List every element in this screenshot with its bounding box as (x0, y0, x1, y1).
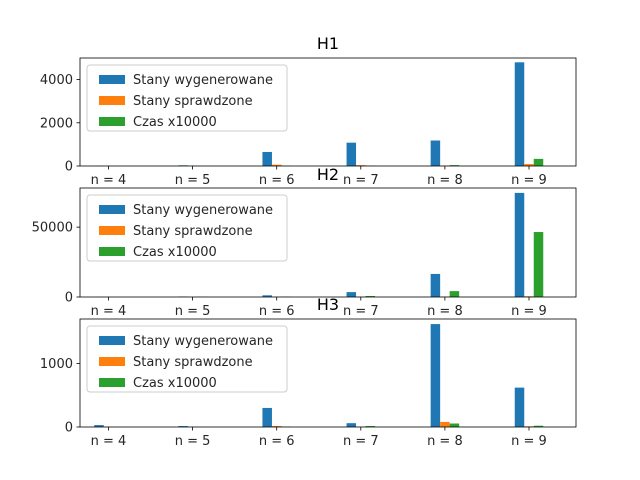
bar-stany-wygenerowane-n-6 (262, 407, 272, 427)
legend-box (86, 325, 288, 393)
x-axis-ticks: n = 4 n = 5 n = 6 n = 7 n = 8 n = 9 (91, 427, 547, 449)
y-tick-label: 50000 (32, 221, 73, 236)
legend-swatch-czas-x10000 (99, 247, 125, 256)
x-axis-ticks: n = 4 n = 5 n = 6 n = 7 n = 8 n = 9 (91, 297, 547, 319)
bar-czas-x10000-n-8 (449, 165, 460, 166)
bar-czas-x10000-n-7 (365, 426, 376, 427)
bar-czas-x10000-n-9 (533, 425, 544, 427)
plot-frame (79, 57, 577, 167)
legend-label: Stany sprawdzone (133, 94, 253, 109)
x-tick-label: n = 5 (175, 304, 211, 319)
x-tick-label: n = 6 (259, 434, 295, 449)
bar-stany-wygenerowane-n-7 (346, 142, 357, 166)
x-tick-label: n = 4 (91, 304, 127, 319)
bar-stany-wygenerowane-n-4 (94, 425, 104, 427)
y-axis-ticks: 0 2000 4000 (40, 73, 80, 175)
bar-stany-wygenerowane-n-6 (262, 151, 272, 166)
y-tick-label: 0 (65, 160, 73, 175)
x-axis-ticks: n = 4 n = 5 n = 6 n = 7 n = 8 n = 9 (91, 166, 547, 188)
legend-box (86, 64, 288, 132)
bar-stany-wygenerowane-n-6 (262, 295, 272, 297)
bar-stany-wygenerowane-n-8 (430, 140, 441, 166)
bar-stany-sprawdzone-n-7 (356, 165, 366, 166)
subplot-h2: H2 0 50000 n = 4 n = 5 n = 6 n = 7 n = 8 n = 9… (32, 165, 577, 319)
x-tick-label: n = 6 (259, 304, 295, 319)
legend: Stany wygenerowane Stany sprawdzone Czas x… (86, 194, 288, 262)
legend-label: Czas x10000 (133, 376, 217, 391)
x-tick-label: n = 7 (343, 173, 379, 188)
x-tick-label: n = 6 (259, 173, 295, 188)
legend-swatch-stany-sprawdzone (99, 226, 125, 235)
bar-czas-x10000-n-9 (533, 232, 544, 297)
chart-title: H2 (317, 165, 339, 184)
chart-title: H1 (317, 34, 339, 53)
x-tick-label: n = 4 (91, 173, 127, 188)
legend-swatch-czas-x10000 (99, 117, 125, 126)
x-tick-label: n = 5 (175, 434, 211, 449)
bar-stany-wygenerowane-n-5 (178, 426, 188, 427)
legend: Stany wygenerowane Stany sprawdzone Czas x… (86, 325, 288, 393)
x-tick-label: n = 9 (511, 304, 547, 319)
y-tick-label: 4000 (40, 73, 73, 88)
bar-czas-x10000-n-8 (449, 291, 460, 297)
x-tick-label: n = 7 (343, 304, 379, 319)
y-tick-label: 0 (65, 291, 73, 306)
x-tick-label: n = 9 (511, 173, 547, 188)
x-tick-label: n = 8 (427, 173, 463, 188)
bar-stany-sprawdzone-n-9 (524, 164, 534, 166)
x-tick-label: n = 8 (427, 304, 463, 319)
bar-stany-wygenerowane-n-8 (430, 273, 441, 297)
x-tick-label: n = 9 (511, 434, 547, 449)
y-tick-label: 1000 (40, 357, 73, 372)
bar-stany-sprawdzone-n-6 (271, 164, 282, 166)
bar-stany-wygenerowane-n-9 (514, 62, 525, 166)
bars-layer (94, 324, 544, 427)
legend-swatch-czas-x10000 (99, 378, 125, 387)
bar-stany-sprawdzone-n-6 (271, 426, 282, 427)
bar-czas-x10000-n-8 (449, 423, 460, 427)
legend-label: Stany sprawdzone (133, 224, 253, 239)
legend-label: Stany wygenerowane (133, 73, 273, 88)
bar-stany-sprawdzone-n-8 (440, 421, 450, 427)
bar-stany-wygenerowane-n-9 (514, 192, 525, 297)
legend-swatch-stany-wygenerowane (99, 75, 125, 84)
legend-label: Stany wygenerowane (133, 334, 273, 349)
bar-stany-wygenerowane-n-8 (430, 324, 441, 427)
x-tick-label: n = 7 (343, 434, 379, 449)
bar-czas-x10000-n-9 (533, 158, 544, 166)
bar-czas-x10000-n-7 (365, 296, 376, 297)
legend-label: Stany sprawdzone (133, 355, 253, 370)
bar-stany-wygenerowane-n-7 (346, 292, 357, 297)
plot-frame (79, 187, 577, 298)
y-tick-label: 0 (65, 421, 73, 436)
bar-stany-wygenerowane-n-7 (346, 423, 357, 427)
y-axis-ticks: 0 50000 (32, 221, 80, 306)
legend-swatch-stany-sprawdzone (99, 96, 125, 105)
y-axis-ticks: 0 1000 (40, 357, 80, 436)
legend-swatch-stany-sprawdzone (99, 357, 125, 366)
y-tick-label: 2000 (40, 116, 73, 131)
x-tick-label: n = 5 (175, 173, 211, 188)
legend: Stany wygenerowane Stany sprawdzone Czas x… (86, 64, 288, 132)
legend-label: Stany wygenerowane (133, 203, 273, 218)
legend-label: Czas x10000 (133, 245, 217, 260)
chart-title: H3 (317, 295, 339, 314)
legend-swatch-stany-wygenerowane (99, 336, 125, 345)
x-tick-label: n = 8 (427, 434, 463, 449)
x-tick-label: n = 4 (91, 434, 127, 449)
legend-label: Czas x10000 (133, 115, 217, 130)
legend-box (86, 194, 288, 262)
bar-stany-wygenerowane-n-9 (514, 387, 525, 427)
legend-swatch-stany-wygenerowane (99, 205, 125, 214)
plot-frame (79, 318, 577, 428)
